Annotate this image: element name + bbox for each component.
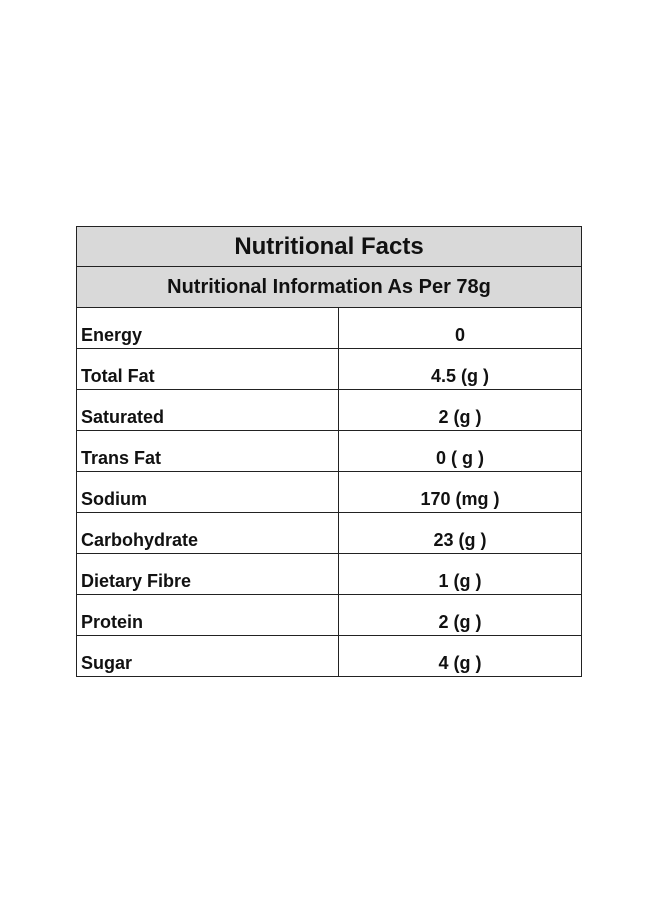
row-value: 4.5 (g )	[430, 366, 489, 386]
table-row-trans-fat: Trans Fat 0 ( g )	[77, 431, 581, 472]
row-label: Sodium	[77, 472, 339, 512]
table-row-dietary-fibre: Dietary Fibre 1 (g )	[77, 554, 581, 595]
row-label: Trans Fat	[77, 431, 339, 471]
row-value: 23 (g )	[433, 530, 487, 550]
row-label: Total Fat	[77, 349, 339, 389]
row-value: 4 (g )	[438, 653, 482, 673]
table-row-saturated: Saturated 2 (g )	[77, 390, 581, 431]
row-label: Dietary Fibre	[77, 554, 339, 594]
row-value: 170 (mg )	[420, 489, 500, 509]
table-row-sodium: Sodium 170 (mg )	[77, 472, 581, 513]
table-row-energy: Energy 0	[77, 308, 581, 349]
table-title: Nutritional Facts	[77, 227, 581, 267]
row-label: Saturated	[77, 390, 339, 430]
row-value: 0	[454, 325, 465, 345]
table-row-carbohydrate: Carbohydrate 23 (g )	[77, 513, 581, 554]
row-value: 0 ( g )	[436, 448, 484, 468]
row-label: Protein	[77, 595, 339, 635]
row-value: 2 (g )	[438, 612, 482, 632]
row-label: Sugar	[77, 636, 339, 676]
row-value: 1 (g )	[438, 571, 482, 591]
nutrition-facts-table: Nutritional Facts Nutritional Informatio…	[76, 226, 582, 677]
table-subtitle: Nutritional Information As Per 78g	[77, 267, 581, 308]
row-value: 2 (g )	[438, 407, 482, 427]
table-row-protein: Protein 2 (g )	[77, 595, 581, 636]
table-row-total-fat: Total Fat 4.5 (g )	[77, 349, 581, 390]
row-label: Carbohydrate	[77, 513, 339, 553]
row-label: Energy	[77, 308, 339, 348]
table-row-sugar: Sugar 4 (g )	[77, 636, 581, 676]
